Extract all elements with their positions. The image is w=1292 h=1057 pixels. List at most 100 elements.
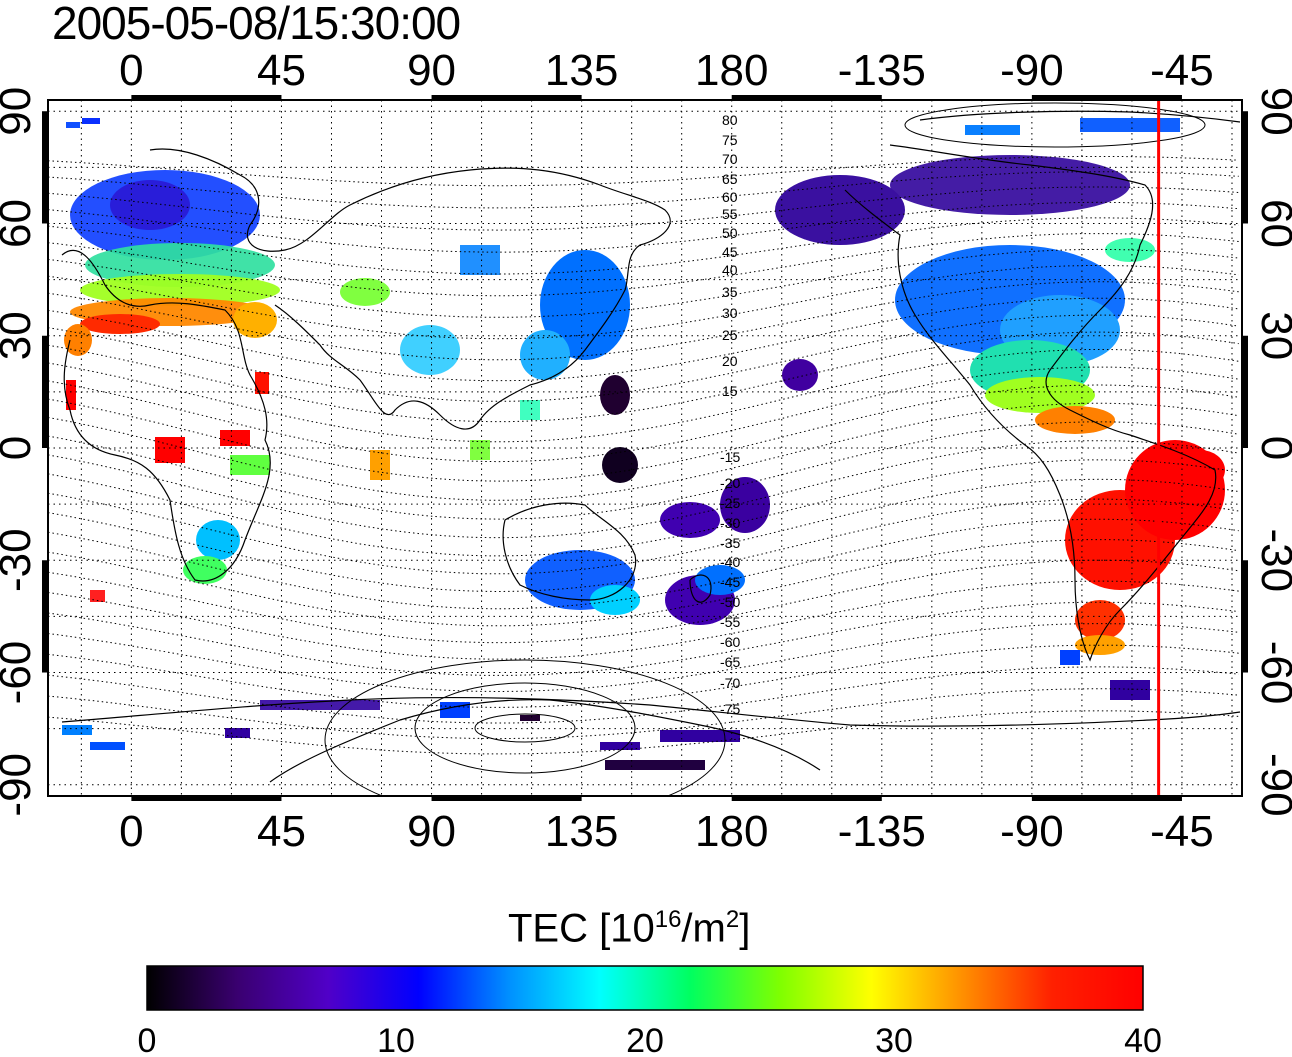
contour-line xyxy=(48,478,1239,575)
bottom-axis-band xyxy=(131,795,282,801)
contour-line xyxy=(48,440,1239,539)
x-tick-label-bottom: -135 xyxy=(838,807,926,856)
contour-label: -65 xyxy=(720,654,740,670)
y-tick-label-left: 60 xyxy=(0,199,40,248)
pole-contour-ring xyxy=(414,682,636,774)
x-tick-label-bottom: 135 xyxy=(545,807,618,856)
contour-line xyxy=(48,156,1239,187)
colorbar-label-end: ] xyxy=(739,906,751,951)
right-axis-band xyxy=(1241,335,1248,448)
contour-line xyxy=(48,539,1239,627)
contour-label: 65 xyxy=(722,171,738,187)
x-tick-label-top: -45 xyxy=(1150,46,1214,95)
x-tick-label-top: 135 xyxy=(545,46,618,95)
contour-label: -15 xyxy=(720,449,740,465)
contour-label: -70 xyxy=(720,675,740,691)
contour-label: -60 xyxy=(720,634,740,650)
graticule xyxy=(48,100,1242,796)
contour-line xyxy=(48,518,1239,610)
x-tick-label-bottom: -90 xyxy=(1000,807,1064,856)
contour-label: 45 xyxy=(722,244,738,260)
pole-contour-ring xyxy=(324,659,726,796)
y-tick-label-right: 0 xyxy=(1252,436,1292,460)
y-tick-label-left: -90 xyxy=(0,753,40,817)
contour-line xyxy=(48,248,1239,318)
x-tick-label-top: 90 xyxy=(407,46,456,95)
colorbar-tick-label: 40 xyxy=(1124,1022,1162,1057)
colorbar-tick-label: 10 xyxy=(377,1022,415,1057)
contour-label: 70 xyxy=(722,151,738,167)
contour-line xyxy=(48,384,1239,482)
contour-line xyxy=(48,644,1239,708)
contour-label: -40 xyxy=(720,554,740,570)
contour-line xyxy=(48,233,1239,297)
bottom-axis-band xyxy=(431,795,582,801)
contour-label: 40 xyxy=(722,262,738,278)
contour-label: -45 xyxy=(720,574,740,590)
x-tick-label-top: -135 xyxy=(838,46,926,95)
axis-band-markers xyxy=(42,95,1248,801)
colorbar-label-exponent-2: 2 xyxy=(725,906,740,933)
colorbar-label-main: TEC [10 xyxy=(508,906,655,951)
contour-line xyxy=(48,623,1239,693)
contour-line xyxy=(48,171,1239,209)
bottom-axis-band xyxy=(1031,795,1182,801)
contour-line xyxy=(48,366,1239,463)
contour-line xyxy=(48,710,1239,755)
contour-line xyxy=(48,402,1239,501)
contour-label: -75 xyxy=(720,701,740,717)
contour-label: 35 xyxy=(722,284,738,300)
x-tick-label-top: -90 xyxy=(1000,46,1064,95)
contour-line xyxy=(48,331,1239,423)
left-axis-band xyxy=(42,111,49,224)
x-tick-label-top: 0 xyxy=(119,46,143,95)
top-axis-band xyxy=(131,95,282,101)
x-tick-label-top: 45 xyxy=(257,46,306,95)
left-axis-band xyxy=(42,560,49,673)
colorbar-tick-group: 0 10 20 30 40 xyxy=(138,1022,1162,1057)
x-tick-label-top: 180 xyxy=(695,46,768,95)
contour-label: 55 xyxy=(722,206,738,222)
contour-label: 60 xyxy=(722,189,738,205)
contour-line xyxy=(48,459,1239,557)
contour-label: 50 xyxy=(722,225,738,241)
y-tick-label-left: -30 xyxy=(0,528,40,592)
x-tick-label-bottom: 90 xyxy=(407,807,456,856)
top-axis-band xyxy=(431,95,582,101)
y-tick-label-right: 30 xyxy=(1252,311,1292,360)
contour-line xyxy=(48,498,1239,593)
y-tick-label-left: 30 xyxy=(0,311,40,360)
tec-data-layer xyxy=(62,118,1225,770)
y-tick-label-right: 60 xyxy=(1252,199,1292,248)
pole-contour-ring xyxy=(904,102,1206,148)
right-axis-band xyxy=(1241,111,1248,224)
y-tick-label-left: -60 xyxy=(0,641,40,705)
pole-contour-ring xyxy=(474,713,576,743)
map-title: 2005-05-08/15:30:00 xyxy=(52,0,461,49)
y-tick-label-right: -60 xyxy=(1252,641,1292,705)
colorbar-title: TEC [1016/m2] xyxy=(508,906,750,951)
right-axis-band xyxy=(1241,560,1248,673)
bottom-axis-band xyxy=(731,795,882,801)
contour-label: 75 xyxy=(722,132,738,148)
contour-label: -30 xyxy=(720,515,740,531)
contour-label: 25 xyxy=(722,327,738,343)
contour-line xyxy=(48,186,1239,231)
contour-label: -20 xyxy=(720,475,740,491)
colorbar-label-exponent-1: 16 xyxy=(654,906,682,933)
x-tick-label-bottom: 0 xyxy=(119,807,143,856)
y-tick-label-right: -30 xyxy=(1252,528,1292,592)
contour-line xyxy=(48,421,1239,520)
coastlines xyxy=(61,110,1241,783)
y-tick-label-left: 90 xyxy=(0,87,40,136)
contour-line xyxy=(48,580,1239,660)
colorbar-tick-label: 0 xyxy=(138,1022,157,1057)
top-axis-band xyxy=(1031,95,1182,101)
contour-label: 15 xyxy=(722,383,738,399)
contour-line xyxy=(48,666,1239,724)
x-tick-label-bottom: 45 xyxy=(257,807,306,856)
magnetic-latitude-contours xyxy=(48,102,1239,796)
tick-label-group: 0045459090135135180180-135-135-90-90-45-… xyxy=(0,46,1292,856)
